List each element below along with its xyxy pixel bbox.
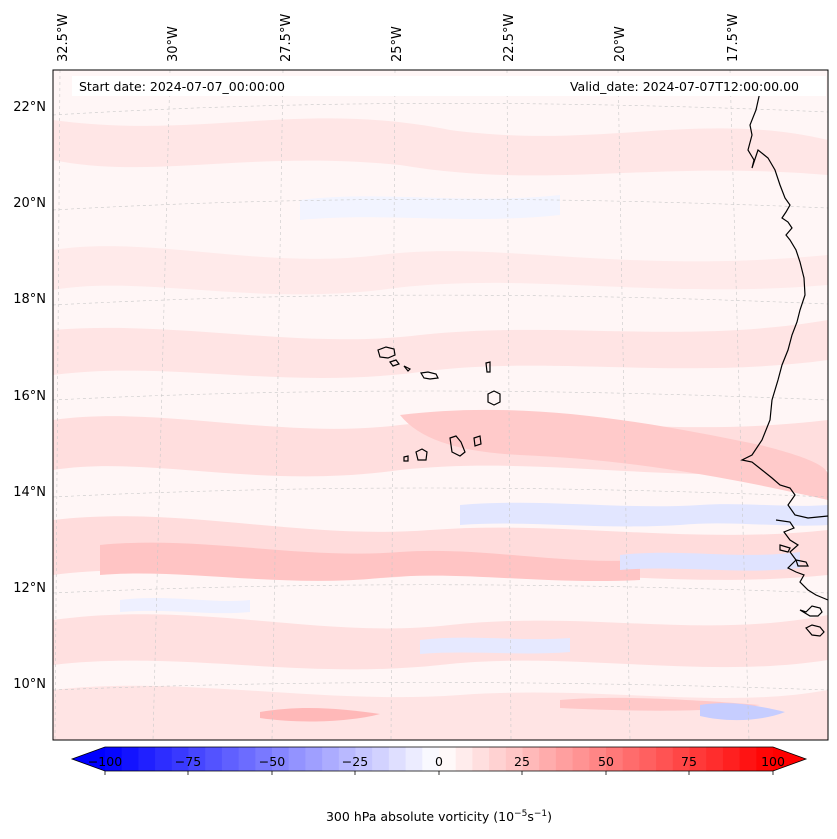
longitude-labels: 32.5°W 30°W 27.5°W 25°W 22.5°W 20°W 17.5… xyxy=(56,14,741,62)
colorbar-max-extension xyxy=(773,747,806,771)
map-panel: Start date: 2024-07-07_00:00:00 Valid_da… xyxy=(52,69,829,741)
map-frame xyxy=(52,69,829,741)
colorbar-segment xyxy=(706,747,724,771)
colorbar-segment xyxy=(405,747,423,771)
colorbar-segment xyxy=(372,747,390,771)
colorbar-segment xyxy=(255,747,273,771)
colorbar-tick-minus-50: −50 xyxy=(259,754,285,769)
colorbar-tick-0: 0 xyxy=(435,754,443,769)
lon-label-17-5w: 17.5°W xyxy=(726,14,741,62)
colorbar-segment xyxy=(138,747,156,771)
colorbar-segment xyxy=(589,747,607,771)
colorbar-segment xyxy=(422,747,440,771)
colorbar-segment xyxy=(238,747,256,771)
lon-label-27-5w: 27.5°W xyxy=(279,14,294,62)
lat-label-12n: 12°N xyxy=(13,581,46,596)
colorbar-segment xyxy=(489,747,507,771)
colorbar-segment xyxy=(355,747,373,771)
header-strip xyxy=(72,76,826,96)
colorbar-segment xyxy=(622,747,640,771)
colorbar-label: 300 hPa absolute vorticity (10−5s−1) xyxy=(326,809,552,824)
lon-label-32-5w: 32.5°W xyxy=(56,14,71,62)
colorbar-tick-25: 25 xyxy=(514,754,530,769)
colorbar-segment xyxy=(689,747,707,771)
colorbar-segment xyxy=(455,747,473,771)
vorticity-field xyxy=(53,118,828,740)
colorbar-segment xyxy=(188,747,206,771)
lat-label-14n: 14°N xyxy=(13,485,46,500)
colorbar-segment xyxy=(439,747,457,771)
colorbar-tick-minus-100: −100 xyxy=(88,754,122,769)
colorbar-segment xyxy=(305,747,323,771)
colorbar xyxy=(70,746,808,775)
colorbar-segment xyxy=(121,747,139,771)
colorbar-segment xyxy=(272,747,290,771)
colorbar-tick-100: 100 xyxy=(761,754,785,769)
cape-verde-islands xyxy=(377,346,501,462)
colorbar-segment xyxy=(105,747,123,771)
lat-label-16n: 16°N xyxy=(13,389,46,404)
latitude-labels: 22°N 20°N 18°N 16°N 14°N 12°N 10°N xyxy=(13,100,46,692)
colorbar-tick-minus-25: −25 xyxy=(342,754,368,769)
colorbar-tick-50: 50 xyxy=(598,754,614,769)
colorbar-tick-75: 75 xyxy=(681,754,697,769)
colorbar-segment xyxy=(388,747,407,771)
colorbar-segment xyxy=(221,747,240,771)
colorbar-segment xyxy=(205,747,223,771)
start-date-label: Start date: 2024-07-07_00:00:00 xyxy=(79,79,285,94)
colorbar-segment xyxy=(739,747,757,771)
valid-date-label: Valid_date: 2024-07-07T12:00:00.00 xyxy=(570,79,799,94)
colorbar-segment xyxy=(572,747,590,771)
colorbar-min-extension xyxy=(72,747,105,771)
colorbar-tick-minus-75: −75 xyxy=(175,754,201,769)
lon-label-20w: 20°W xyxy=(613,26,628,62)
colorbar-segment xyxy=(539,747,557,771)
lat-label-20n: 20°N xyxy=(13,196,46,211)
colorbar-segment xyxy=(672,747,690,771)
lat-label-18n: 18°N xyxy=(13,292,46,307)
africa-coastline xyxy=(740,91,829,637)
lat-label-22n: 22°N xyxy=(13,100,46,115)
colorbar-segment xyxy=(322,747,340,771)
colorbar-segment xyxy=(338,747,356,771)
colorbar-segment xyxy=(756,747,774,771)
colorbar-segment xyxy=(606,747,624,771)
colorbar-segment xyxy=(522,747,540,771)
map-gridlines xyxy=(53,70,828,740)
colorbar-segment xyxy=(472,747,490,771)
colorbar-segment xyxy=(288,747,306,771)
colorbar-segment xyxy=(155,747,173,771)
colorbar-ticks: −100 −75 −50 −25 0 25 50 75 100 xyxy=(88,754,785,769)
colorbar-segment xyxy=(722,747,741,771)
colorbar-segment xyxy=(505,747,523,771)
colorbar-segment xyxy=(639,747,657,771)
colorbar-segment xyxy=(171,747,189,771)
lon-label-25w: 25°W xyxy=(390,26,405,62)
colorbar-segment xyxy=(656,747,674,771)
lon-label-22-5w: 22.5°W xyxy=(502,14,517,62)
lat-label-10n: 10°N xyxy=(13,677,46,692)
lon-label-30w: 30°W xyxy=(166,26,181,62)
colorbar-segment xyxy=(555,747,574,771)
